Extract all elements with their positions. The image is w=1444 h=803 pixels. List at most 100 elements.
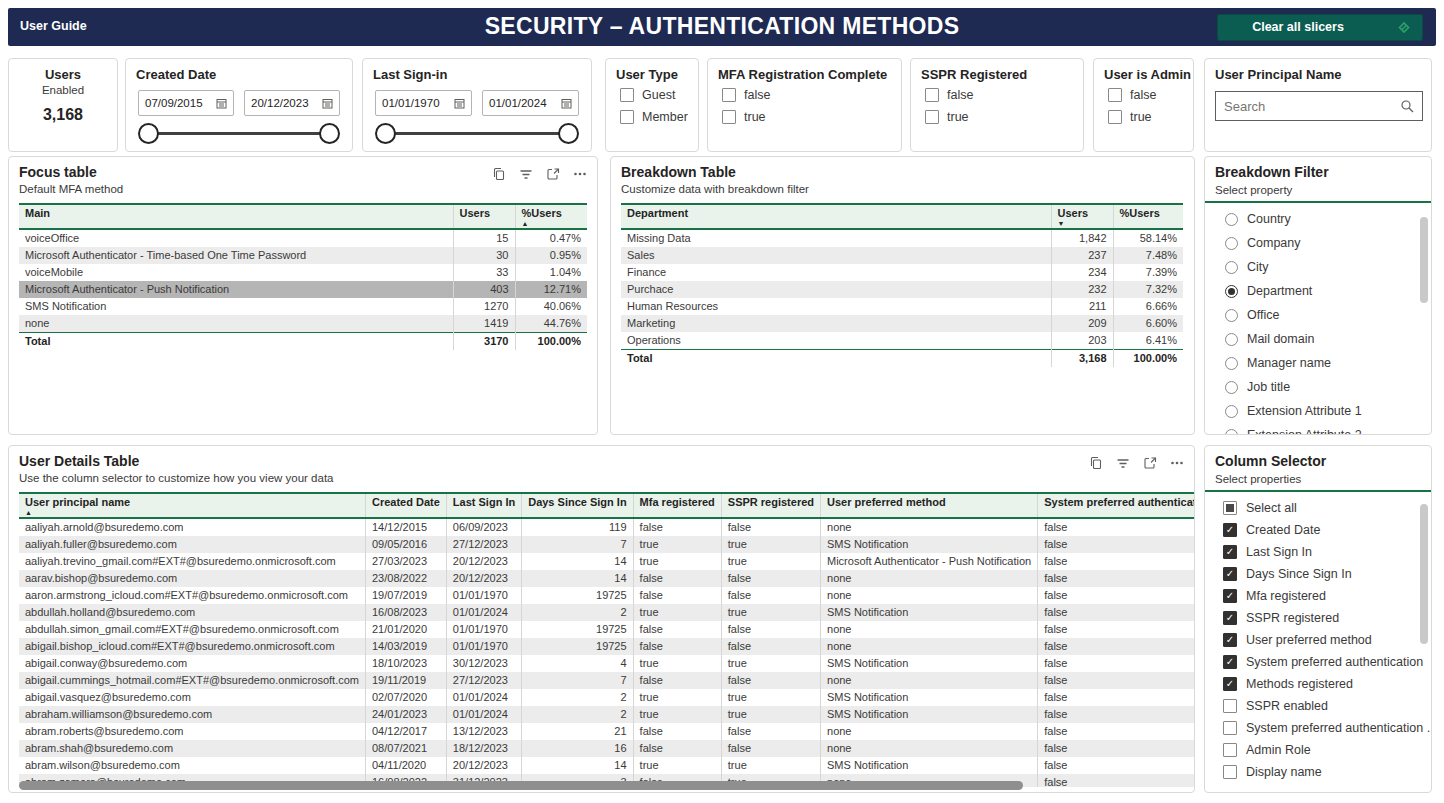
table-row[interactable]: Finance2347.39%: [621, 264, 1183, 281]
column-header-users[interactable]: %Users: [1113, 204, 1183, 229]
more-options-icon[interactable]: [1170, 456, 1184, 470]
radio-option-extension-attribute-1[interactable]: Extension Attribute 1: [1205, 399, 1431, 423]
table-row[interactable]: Human Resources2116.66%: [621, 298, 1183, 315]
filter-icon[interactable]: [519, 167, 533, 181]
checkbox-option-false[interactable]: false: [911, 84, 1083, 106]
table-row[interactable]: aarav.bishop@bsuredemo.com23/08/202220/1…: [19, 570, 1194, 587]
checkbox-option-true[interactable]: true: [708, 106, 901, 128]
table-row[interactable]: abigail.conway@bsuredemo.com18/10/202330…: [19, 655, 1194, 672]
last-sign-in-start-input[interactable]: 01/01/1970: [375, 90, 472, 116]
column-header-department[interactable]: Department: [621, 204, 1051, 229]
table-row[interactable]: Operations2036.41%: [621, 332, 1183, 350]
radio-option-manager-name[interactable]: Manager name: [1205, 351, 1431, 375]
column-option-system-preferred-authentication[interactable]: System preferred authentication ...: [1205, 717, 1431, 739]
checkbox-option-true[interactable]: true: [911, 106, 1083, 128]
checkbox-option-false[interactable]: false: [708, 84, 901, 106]
focus-mode-icon[interactable]: [546, 167, 560, 181]
column-header-created-date[interactable]: Created Date: [365, 493, 446, 518]
created-date-end-input[interactable]: 20/12/2023: [244, 90, 340, 116]
column-header-mfa-registered[interactable]: Mfa registered: [633, 493, 721, 518]
slider-handle-end[interactable]: [558, 123, 579, 144]
table-row[interactable]: abdullah.simon_gmail.com#EXT#@bsuredemo.…: [19, 621, 1194, 638]
filter-icon[interactable]: [1116, 456, 1130, 470]
column-header-user-principal-name[interactable]: User principal name▲: [19, 493, 365, 518]
table-row[interactable]: voiceMobile331.04%: [19, 264, 587, 281]
column-option-mfa-registered[interactable]: ✓Mfa registered: [1205, 585, 1431, 607]
checkbox-option-false[interactable]: false: [1094, 84, 1193, 106]
created-date-slicer: Created Date 07/09/2015 20/12/2023: [125, 58, 353, 152]
more-options-icon[interactable]: [573, 167, 587, 181]
column-option-sspr-enabled[interactable]: SSPR enabled: [1205, 695, 1431, 717]
table-row[interactable]: abigail.vasquez@bsuredemo.com02/07/20200…: [19, 689, 1194, 706]
table-row[interactable]: aaliyah.arnold@bsuredemo.com14/12/201506…: [19, 518, 1194, 536]
last-sign-in-slicer: Last Sign-in 01/01/1970 01/01/2024: [362, 58, 592, 152]
radio-option-mail-domain[interactable]: Mail domain: [1205, 327, 1431, 351]
table-row[interactable]: abram.roberts@bsuredemo.com04/12/201713/…: [19, 723, 1194, 740]
checkbox-option-member[interactable]: Member: [606, 106, 698, 128]
column-header-users[interactable]: %Users▲: [515, 204, 587, 229]
column-header-users[interactable]: Users▼: [1051, 204, 1113, 229]
radio-option-city[interactable]: City: [1205, 255, 1431, 279]
column-header-main[interactable]: Main: [19, 204, 453, 229]
column-header-user-preferred-method[interactable]: User preferred method: [821, 493, 1038, 518]
table-row[interactable]: abigail.cummings_hotmail.com#EXT#@bsured…: [19, 672, 1194, 689]
column-option-sspr-registered[interactable]: ✓SSPR registered: [1205, 607, 1431, 629]
column-option-display-name[interactable]: Display name: [1205, 761, 1431, 783]
column-option-system-preferred-authentication[interactable]: ✓System preferred authentication: [1205, 651, 1431, 673]
horizontal-scrollbar[interactable]: [19, 781, 1023, 790]
table-row[interactable]: aaliyah.trevino_gmail.com#EXT#@bsuredemo…: [19, 553, 1194, 570]
table-row[interactable]: abraham.williamson@bsuredemo.com24/01/20…: [19, 706, 1194, 723]
checkbox-option-guest[interactable]: Guest: [606, 84, 698, 106]
column-option-user-preferred-method[interactable]: ✓User preferred method: [1205, 629, 1431, 651]
radio-option-company[interactable]: Company: [1205, 231, 1431, 255]
panel-title: User Details Table: [9, 446, 1194, 469]
checkbox-option-true[interactable]: true: [1094, 106, 1193, 128]
user-guide-button[interactable]: User Guide: [20, 19, 87, 33]
slider-handle-start[interactable]: [375, 123, 396, 144]
copy-icon[interactable]: [1089, 456, 1103, 470]
column-option-days-since-sign-in[interactable]: ✓Days Since Sign In: [1205, 563, 1431, 585]
last-sign-in-end-input[interactable]: 01/01/2024: [482, 90, 579, 116]
vertical-scrollbar[interactable]: [1420, 217, 1428, 303]
radio-option-department[interactable]: Department: [1205, 279, 1431, 303]
table-row[interactable]: none141944.76%: [19, 315, 587, 333]
table-row[interactable]: abigail.bishop_icloud.com#EXT#@bsuredemo…: [19, 638, 1194, 655]
column-option-admin-role[interactable]: Admin Role: [1205, 739, 1431, 761]
search-input[interactable]: [1224, 99, 1400, 114]
table-row[interactable]: Marketing2096.60%: [621, 315, 1183, 332]
radio-option-extension-attribute-2[interactable]: Extension Attribute 2: [1205, 423, 1431, 435]
column-header-system-preferred-authentication[interactable]: System preferred authentication: [1038, 493, 1194, 518]
slider-handle-end[interactable]: [319, 123, 340, 144]
column-header-days-since-sign-in[interactable]: Days Since Sign In: [522, 493, 633, 518]
column-option-select-all[interactable]: Select all: [1205, 497, 1431, 519]
table-row[interactable]: aaron.armstrong_icloud.com#EXT#@bsuredem…: [19, 587, 1194, 604]
radio-option-job-title[interactable]: Job title: [1205, 375, 1431, 399]
panel-subtitle: Default MFA method: [9, 180, 597, 200]
table-row[interactable]: Purchace2327.32%: [621, 281, 1183, 298]
column-header-users[interactable]: Users: [453, 204, 515, 229]
table-row[interactable]: Microsoft Authenticator - Time-based One…: [19, 247, 587, 264]
table-row[interactable]: Missing Data1,84258.14%: [621, 229, 1183, 247]
copy-icon[interactable]: [492, 167, 506, 181]
user-principal-name-slicer: User Principal Name: [1204, 58, 1432, 152]
table-row[interactable]: abram.wilson@bsuredemo.com04/11/202020/1…: [19, 757, 1194, 774]
created-date-start-input[interactable]: 07/09/2015: [138, 90, 234, 116]
table-row[interactable]: aaliyah.fuller@bsuredemo.com09/05/201627…: [19, 536, 1194, 553]
radio-option-country[interactable]: Country: [1205, 207, 1431, 231]
table-row[interactable]: voiceOffice150.47%: [19, 229, 587, 247]
column-header-last-sign-in[interactable]: Last Sign In: [446, 493, 521, 518]
table-row[interactable]: Sales2377.48%: [621, 247, 1183, 264]
table-row[interactable]: abram.shah@bsuredemo.com08/07/202118/12/…: [19, 740, 1194, 757]
vertical-scrollbar[interactable]: [1420, 504, 1428, 644]
focus-mode-icon[interactable]: [1143, 456, 1157, 470]
table-row[interactable]: abdullah.holland@bsuredemo.com16/08/2023…: [19, 604, 1194, 621]
clear-all-slicers-button[interactable]: Clear all slicers: [1217, 14, 1423, 41]
slider-handle-start[interactable]: [138, 123, 159, 144]
column-option-created-date[interactable]: ✓Created Date: [1205, 519, 1431, 541]
table-row[interactable]: Microsoft Authenticator - Push Notificat…: [19, 281, 587, 298]
column-header-sspr-registered[interactable]: SSPR registered: [721, 493, 820, 518]
table-row[interactable]: SMS Notification127040.06%: [19, 298, 587, 315]
column-option-methods-registered[interactable]: ✓Methods registered: [1205, 673, 1431, 695]
column-option-last-sign-in[interactable]: ✓Last Sign In: [1205, 541, 1431, 563]
radio-option-office[interactable]: Office: [1205, 303, 1431, 327]
